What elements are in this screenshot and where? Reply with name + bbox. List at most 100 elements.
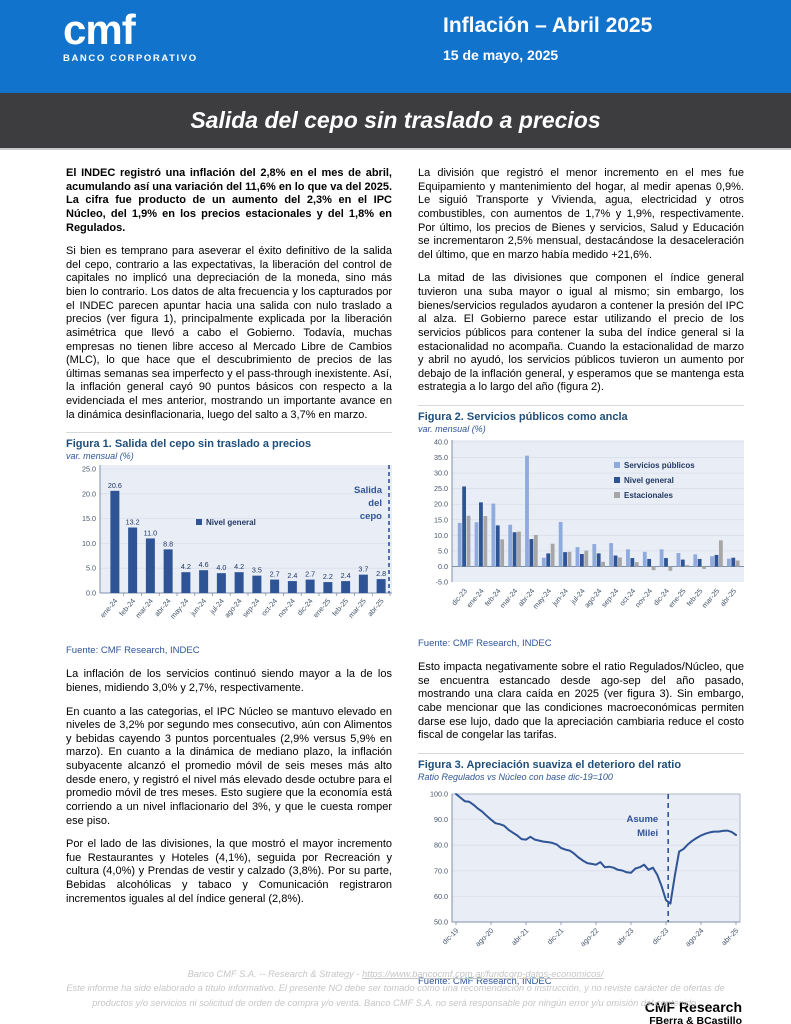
figure-3-title: Figura 3. Apreciación suaviza el deterio…	[418, 758, 682, 771]
svg-text:25.0: 25.0	[434, 484, 448, 493]
svg-text:mar-24: mar-24	[133, 597, 155, 620]
figure-3-subtitle: Ratio Regulados vs Núcleo con base dic-1…	[418, 771, 613, 782]
svg-text:dic-19: dic-19	[440, 926, 460, 946]
svg-text:30.0: 30.0	[434, 469, 448, 478]
figure-1-title: Figura 1. Salida del cepo sin traslado a…	[66, 438, 312, 451]
svg-text:ago-24: ago-24	[222, 597, 243, 620]
figure-2-title: Figura 2. Servicios públicos como ancla	[418, 411, 628, 423]
svg-text:2.2: 2.2	[323, 572, 333, 581]
header-right: Inflación – Abril 2025 15 de mayo, 2025	[443, 14, 652, 63]
svg-text:mar-24: mar-24	[498, 587, 520, 610]
left-column: El INDEC registró una inflación del 2,8%…	[66, 167, 392, 1024]
svg-text:mar-25: mar-25	[700, 587, 722, 610]
svg-text:ago-24: ago-24	[683, 926, 705, 948]
svg-text:nov-24: nov-24	[633, 587, 654, 610]
svg-text:jun-24: jun-24	[188, 597, 208, 619]
svg-text:sep-24: sep-24	[599, 587, 620, 610]
svg-text:2.7: 2.7	[305, 570, 315, 579]
svg-text:may-24: may-24	[531, 587, 553, 611]
svg-text:Nivel general: Nivel general	[624, 476, 674, 485]
svg-text:Servicios públicos: Servicios públicos	[624, 461, 695, 470]
svg-text:2.4: 2.4	[287, 571, 297, 580]
svg-text:ene-25: ene-25	[666, 587, 687, 610]
signature-team: CMF Research	[644, 998, 742, 1015]
paragraph-servicios: La inflación de los servicios continuó s…	[66, 668, 392, 694]
footer-link[interactable]: https://www.bancocmf.com.ar/fundcorp-dat…	[362, 968, 604, 979]
headline-banner: Salida del cepo sin traslado a precios	[0, 93, 791, 148]
svg-text:abr-25: abr-25	[718, 587, 738, 609]
figure-2: Figura 2. Servicios públicos como ancla …	[418, 405, 744, 649]
figure-1-subtitle: var. mensual (%)	[66, 451, 134, 462]
svg-text:ene-24: ene-24	[98, 597, 119, 620]
svg-text:dic-21: dic-21	[545, 926, 565, 946]
svg-text:jun-24: jun-24	[550, 587, 570, 609]
svg-text:abr-21: abr-21	[509, 926, 530, 947]
paragraph-division-menor: La división que registró el menor increm…	[418, 167, 744, 261]
svg-text:ene-24: ene-24	[464, 587, 485, 610]
headline-title: Salida del cepo sin traslado a precios	[190, 107, 601, 133]
svg-text:80.0: 80.0	[434, 840, 448, 849]
svg-text:dic-23: dic-23	[650, 926, 670, 946]
footer-text: Banco CMF S.A. -- Research & Strategy - …	[66, 967, 726, 1010]
right-column: La división que registró el menor increm…	[418, 167, 744, 1024]
svg-text:del: del	[368, 498, 382, 509]
svg-text:35.0: 35.0	[434, 453, 448, 462]
svg-text:2.8: 2.8	[376, 569, 386, 578]
figure-3-source: Fuente: CMF Research, INDEC	[418, 975, 552, 987]
svg-text:0.0: 0.0	[438, 562, 448, 571]
footer-disclaimer: Este informe ha sido elaborado a título …	[66, 983, 725, 1008]
svg-text:13.2: 13.2	[126, 518, 140, 527]
svg-text:11.0: 11.0	[144, 529, 157, 538]
figure-3-chart: 50.0 60.0 70.0 80.0 90.0 100.0 dic-19 ago-20 abr…	[418, 784, 744, 974]
svg-text:Estacionales: Estacionales	[624, 491, 673, 500]
svg-text:20.0: 20.0	[434, 500, 448, 509]
svg-text:5.0: 5.0	[86, 564, 96, 573]
svg-text:3.7: 3.7	[358, 565, 368, 574]
svg-text:4.6: 4.6	[199, 560, 209, 569]
svg-text:2.7: 2.7	[270, 570, 280, 579]
svg-text:100.0: 100.0	[430, 789, 448, 798]
figure-1: Figura 1. Salida del cepo sin traslado a…	[66, 432, 392, 656]
svg-text:0.0: 0.0	[86, 589, 96, 598]
svg-text:70.0: 70.0	[434, 866, 448, 875]
signature-authors: FBerra & BCastillo	[649, 1014, 742, 1024]
logo-brand-text: cmf	[63, 6, 136, 53]
paragraph-cepo: Si bien es temprano para aseverar el éxi…	[66, 245, 392, 421]
svg-text:20.0: 20.0	[82, 490, 96, 499]
figure-2-chart: -5.0 0.0 5.0 10.0 15.0 20.0 25.0 30.0 35.0 40.0 di…	[418, 436, 744, 636]
logo-subtitle-text: BANCO CORPORATIVO	[63, 53, 198, 65]
footer: Banco CMF S.A. -- Research & Strategy - …	[0, 967, 791, 1010]
svg-text:5.0: 5.0	[438, 546, 448, 555]
figure-2-source: Fuente: CMF Research, INDEC	[418, 638, 552, 649]
svg-text:2.4: 2.4	[341, 571, 351, 580]
svg-text:10.0: 10.0	[82, 539, 96, 548]
svg-text:sep-24: sep-24	[240, 597, 261, 620]
svg-text:4.2: 4.2	[181, 562, 191, 571]
svg-text:Salida: Salida	[354, 485, 383, 496]
paragraph-ratio: Esto impacta negativamente sobre el rati…	[418, 661, 744, 742]
svg-text:abr-23: abr-23	[614, 926, 635, 947]
svg-text:4.0: 4.0	[216, 563, 226, 572]
cmf-logo: cmf BANCO CORPORATIVO	[63, 6, 198, 65]
svg-text:8.8: 8.8	[163, 540, 173, 549]
svg-text:nov-24: nov-24	[276, 597, 297, 620]
svg-text:3.5: 3.5	[252, 566, 262, 575]
header: cmf BANCO CORPORATIVO Inflación – Abril …	[0, 0, 791, 93]
svg-text:4.2: 4.2	[234, 562, 244, 571]
report-title: Inflación – Abril 2025	[443, 14, 653, 37]
report-date: 15 de mayo, 2025	[443, 47, 559, 63]
divider	[0, 148, 791, 150]
paragraph-categorias: En cuanto a las categorias, el IPC Núcle…	[66, 705, 392, 827]
paragraph-mitad-divisiones: La mitad de las divisiones que componen …	[418, 272, 744, 394]
svg-text:mar-25: mar-25	[346, 597, 368, 620]
footer-org: Banco CMF S.A. -- Research & Strategy -	[187, 968, 363, 979]
svg-text:60.0: 60.0	[434, 892, 448, 901]
paragraph-divisiones: Por el lado de las divisiones, la que mo…	[66, 838, 392, 905]
svg-text:-5.0: -5.0	[436, 578, 448, 587]
svg-text:20.6: 20.6	[108, 481, 122, 490]
svg-text:15.0: 15.0	[82, 514, 96, 523]
figure-1-chart: 0.0 5.0 10.0 15.0 20.0 25.0 20.6 ene-24 13.2 feb-…	[66, 463, 392, 643]
svg-text:50.0: 50.0	[434, 917, 448, 926]
svg-text:25.0: 25.0	[82, 465, 96, 474]
